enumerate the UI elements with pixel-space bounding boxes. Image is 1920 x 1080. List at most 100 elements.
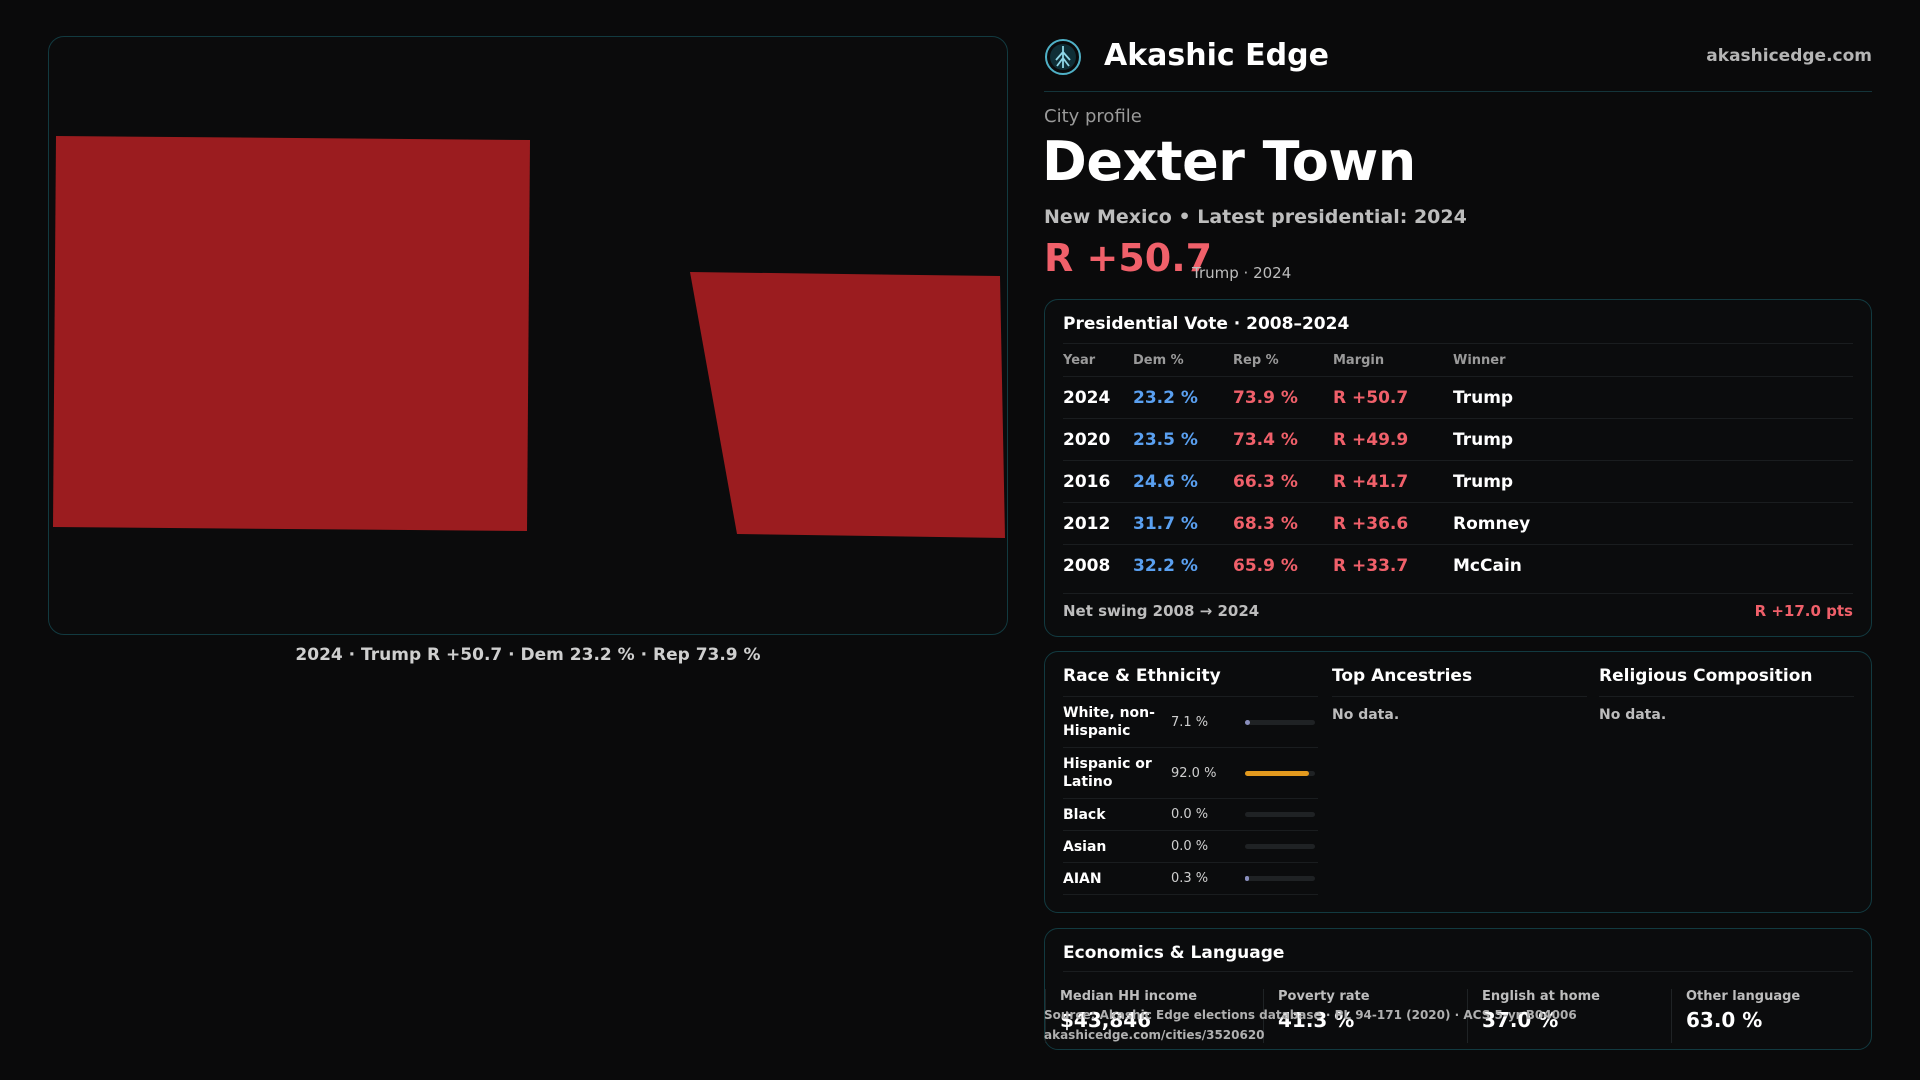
table-row: 2016 24.6 % 66.3 % R +41.7 Trump: [1063, 460, 1853, 502]
economics-title: Economics & Language: [1063, 943, 1285, 963]
row-winner: McCain: [1453, 555, 1522, 576]
race-pct: 0.0 %: [1171, 807, 1209, 822]
race-row: AIAN 0.3 %: [1063, 863, 1318, 895]
econ-label: Median HH income: [1060, 989, 1198, 1004]
race-bar: [1245, 812, 1315, 817]
row-year: 2024: [1063, 387, 1111, 408]
table-row: 2020 23.5 % 73.4 % R +49.9 Trump: [1063, 418, 1853, 460]
row-year: 2020: [1063, 429, 1111, 450]
row-margin: R +49.9: [1333, 429, 1409, 450]
row-rep: 68.3 %: [1233, 513, 1298, 534]
religion-title: Religious Composition: [1599, 666, 1854, 697]
headline-margin-note: Trump · 2024: [1192, 264, 1292, 282]
map-panel[interactable]: [48, 36, 1008, 635]
row-margin: R +41.7: [1333, 471, 1409, 492]
race-title: Race & Ethnicity: [1063, 666, 1318, 697]
econ-label: Poverty rate: [1278, 989, 1370, 1004]
row-dem: 32.2 %: [1133, 555, 1198, 576]
row-year: 2008: [1063, 555, 1111, 576]
row-rep: 66.3 %: [1233, 471, 1298, 492]
net-swing-label: Net swing 2008 → 2024: [1063, 601, 1260, 620]
row-winner: Romney: [1453, 513, 1531, 534]
city-subtitle: New Mexico • Latest presidential: 2024: [1044, 206, 1467, 228]
header-dem: Dem %: [1133, 352, 1184, 368]
race-row: White, non-Hispanic 7.1 %: [1063, 697, 1318, 748]
race-label: AIAN: [1063, 870, 1102, 887]
race-bar: [1245, 876, 1315, 881]
econ-value: 41.3 %: [1278, 1008, 1355, 1032]
row-margin: R +36.6: [1333, 513, 1409, 534]
race-bar-fill: [1245, 719, 1250, 725]
presidential-vote-card: Presidential Vote · 2008–2024 Year Dem %…: [1044, 299, 1872, 637]
net-swing-row: Net swing 2008 → 2024 R +17.0 pts: [1063, 593, 1853, 627]
ancestry-empty: No data.: [1332, 707, 1400, 723]
econ-cell-poverty: Poverty rate 41.3 %: [1263, 989, 1467, 1043]
race-row: Black 0.0 %: [1063, 799, 1318, 831]
row-dem: 23.5 %: [1133, 429, 1198, 450]
page-title: Dexter Town: [1042, 130, 1416, 193]
econ-label: Other language: [1686, 989, 1801, 1004]
econ-cell-other-language: Other language 63.0 %: [1671, 989, 1875, 1043]
ancestries-column: Top Ancestries No data.: [1332, 666, 1587, 723]
tree-emblem-icon: [1045, 39, 1081, 75]
header-rep: Rep %: [1233, 352, 1279, 368]
header-winner: Winner: [1453, 352, 1506, 368]
econ-cell-income: Median HH income $43,846: [1045, 989, 1249, 1043]
row-dem: 24.6 %: [1133, 471, 1198, 492]
econ-value: 37.0 %: [1482, 1008, 1559, 1032]
ancestry-title: Top Ancestries: [1332, 666, 1587, 697]
economics-divider: [1063, 971, 1853, 972]
econ-value: $43,846: [1060, 1008, 1152, 1032]
vote-table-header: Year Dem % Rep % Margin Winner: [1063, 343, 1853, 376]
race-bar: [1245, 770, 1315, 776]
race-pct: 0.3 %: [1171, 871, 1209, 886]
econ-label: English at home: [1482, 989, 1600, 1004]
race-bar: [1245, 719, 1315, 725]
row-winner: Trump: [1453, 429, 1514, 450]
econ-value: 63.0 %: [1686, 1008, 1763, 1032]
row-year: 2012: [1063, 513, 1111, 534]
race-bar-fill: [1245, 876, 1250, 881]
row-year: 2016: [1063, 471, 1111, 492]
brand-name: Akashic Edge: [1104, 38, 1329, 73]
brand-header: Akashic Edge akashicedge.com: [1044, 36, 1872, 92]
table-row: 2024 23.2 % 73.9 % R +50.7 Trump: [1063, 376, 1853, 418]
race-ethnicity-column: Race & Ethnicity White, non-Hispanic 7.1…: [1063, 666, 1318, 895]
table-row: 2008 32.2 % 65.9 % R +33.7 McCain: [1063, 544, 1853, 586]
econ-cell-english: English at home 37.0 %: [1467, 989, 1671, 1043]
demographics-card: Race & Ethnicity White, non-Hispanic 7.1…: [1044, 651, 1872, 913]
row-rep: 65.9 %: [1233, 555, 1298, 576]
race-label: Black: [1063, 806, 1106, 823]
precinct-shape-west[interactable]: [53, 136, 530, 531]
race-label: Hispanic or Latino: [1063, 756, 1152, 790]
race-pct: 92.0 %: [1171, 765, 1217, 781]
religion-column: Religious Composition No data.: [1599, 666, 1854, 723]
brand-url-link[interactable]: akashicedge.com: [1706, 46, 1872, 66]
table-row: 2012 31.7 % 68.3 % R +36.6 Romney: [1063, 502, 1853, 544]
religion-empty: No data.: [1599, 707, 1667, 723]
race-bar: [1245, 844, 1315, 849]
row-margin: R +33.7: [1333, 555, 1409, 576]
source-url-link[interactable]: akashicedge.com/cities/3520620: [1044, 1028, 1265, 1042]
race-pct: 0.0 %: [1171, 839, 1209, 854]
vote-table: Year Dem % Rep % Margin Winner 2024 23.2…: [1063, 343, 1853, 586]
precinct-map[interactable]: [49, 37, 1008, 635]
headline-margin: R +50.7: [1044, 236, 1213, 280]
header-year: Year: [1063, 352, 1096, 368]
source-note: Source: Akashic Edge elections database …: [1044, 1005, 1577, 1045]
race-row: Hispanic or Latino 92.0 %: [1063, 748, 1318, 799]
source-text: Source: Akashic Edge elections database …: [1044, 1008, 1577, 1022]
profile-kicker: City profile: [1044, 106, 1142, 127]
race-row: Asian 0.0 %: [1063, 831, 1318, 863]
race-label: White, non-Hispanic: [1063, 705, 1155, 739]
row-dem: 31.7 %: [1133, 513, 1198, 534]
row-rep: 73.9 %: [1233, 387, 1298, 408]
header-margin: Margin: [1333, 352, 1385, 368]
row-winner: Trump: [1453, 471, 1514, 492]
precinct-shape-east[interactable]: [690, 272, 1005, 538]
vote-card-title: Presidential Vote · 2008–2024: [1063, 314, 1350, 334]
row-dem: 23.2 %: [1133, 387, 1198, 408]
race-pct: 7.1 %: [1171, 714, 1209, 730]
row-winner: Trump: [1453, 387, 1514, 408]
race-bar-fill: [1245, 770, 1310, 776]
